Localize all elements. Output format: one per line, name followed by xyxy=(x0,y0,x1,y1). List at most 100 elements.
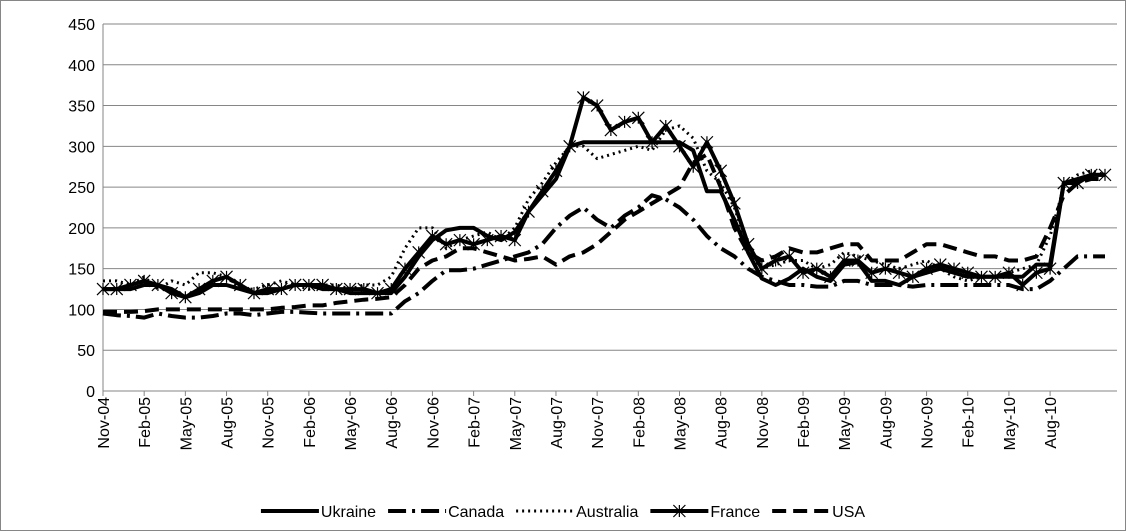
marker xyxy=(563,139,577,153)
series xyxy=(102,193,1105,320)
x-tick-label: Feb-07 xyxy=(467,397,484,448)
y-tick-label: 250 xyxy=(68,180,95,197)
x-tick-label: Feb-09 xyxy=(796,397,813,448)
marker xyxy=(920,262,933,276)
x-tick-label: Feb-06 xyxy=(302,397,319,448)
legend-label: France xyxy=(710,504,760,521)
marker xyxy=(124,278,137,292)
marker xyxy=(906,270,920,284)
marker xyxy=(549,164,563,178)
y-tick-label: 50 xyxy=(77,343,95,360)
marker xyxy=(933,258,947,272)
marker xyxy=(796,266,810,280)
marker xyxy=(110,282,124,296)
y-tick-label: 400 xyxy=(68,58,95,75)
marker xyxy=(618,115,632,129)
marker xyxy=(1057,176,1071,190)
legend-item: Australia xyxy=(516,504,638,521)
x-tick-label: May-08 xyxy=(672,397,689,450)
marker xyxy=(1029,266,1043,280)
y-tick-label: 100 xyxy=(68,302,95,319)
marker xyxy=(261,282,275,296)
marker xyxy=(439,237,453,251)
legend-item: France xyxy=(650,504,760,521)
marker xyxy=(233,278,247,292)
marker xyxy=(851,254,865,267)
marker xyxy=(631,111,645,125)
marker xyxy=(412,245,426,259)
line xyxy=(103,95,1105,300)
marker xyxy=(659,119,673,133)
x-tick-label: Nov-04 xyxy=(96,397,113,449)
marker xyxy=(275,282,288,296)
legend-label: Canada xyxy=(448,504,504,521)
x-tick-label: Feb-08 xyxy=(631,397,648,448)
marker xyxy=(165,286,179,300)
marker xyxy=(673,139,686,153)
marker xyxy=(714,164,728,178)
y-tick-label: 450 xyxy=(68,17,95,34)
marker xyxy=(357,282,371,296)
x-tick-label: Aug-05 xyxy=(220,397,237,449)
marker xyxy=(837,254,851,267)
marker xyxy=(453,233,467,247)
x-tick-label: May-07 xyxy=(508,397,525,450)
marker xyxy=(961,266,975,280)
legend-item: Ukraine xyxy=(260,504,376,521)
legend-label: Ukraine xyxy=(321,504,376,521)
marker xyxy=(535,184,549,198)
marker xyxy=(892,266,906,280)
legend-item: USA xyxy=(772,504,865,521)
marker xyxy=(494,229,508,243)
legend: Ukraine Canada Australia France USA xyxy=(260,504,865,521)
marker xyxy=(810,262,824,276)
marker xyxy=(604,123,618,137)
x-tick-label: Nov-06 xyxy=(425,397,442,449)
marker xyxy=(590,99,604,112)
marker xyxy=(137,274,151,288)
marker xyxy=(988,270,1002,284)
marker xyxy=(426,229,439,243)
marker xyxy=(700,135,714,149)
marker xyxy=(1098,168,1112,182)
series xyxy=(103,140,1105,300)
marker xyxy=(329,282,343,296)
marker xyxy=(288,278,302,292)
legend-marker xyxy=(672,504,686,518)
legend-item: Canada xyxy=(388,504,504,521)
x-tick-label: Nov-05 xyxy=(261,397,278,449)
line xyxy=(103,152,1105,314)
x-tick-label: May-09 xyxy=(837,397,854,450)
y-tick-label: 200 xyxy=(68,221,95,238)
marker xyxy=(192,282,206,296)
marker xyxy=(878,262,892,276)
y-tick-label: 300 xyxy=(68,139,95,156)
x-tick-label: Aug-10 xyxy=(1043,397,1060,449)
marker xyxy=(1043,262,1057,276)
x-tick-label: Feb-05 xyxy=(137,397,154,448)
x-tick-label: Aug-06 xyxy=(384,397,401,449)
x-tick-label: Aug-07 xyxy=(549,397,566,449)
marker xyxy=(727,196,741,210)
legend-label: USA xyxy=(832,504,865,521)
x-tick-label: Nov-08 xyxy=(755,397,772,449)
marker xyxy=(824,270,837,284)
line xyxy=(103,140,1105,300)
marker xyxy=(206,274,220,288)
marker xyxy=(522,205,535,219)
marker xyxy=(220,270,233,284)
y-tick-label: 350 xyxy=(68,99,95,116)
x-tick-label: May-06 xyxy=(343,397,360,450)
x-tick-label: May-05 xyxy=(178,397,195,450)
series xyxy=(103,152,1105,314)
marker xyxy=(1002,266,1016,280)
marker xyxy=(247,286,261,300)
marker xyxy=(865,266,879,280)
marker xyxy=(576,90,590,104)
series xyxy=(96,90,1112,304)
marker xyxy=(782,250,796,263)
x-tick-label: Feb-10 xyxy=(961,397,978,448)
marker xyxy=(343,282,357,296)
marker xyxy=(302,278,316,292)
